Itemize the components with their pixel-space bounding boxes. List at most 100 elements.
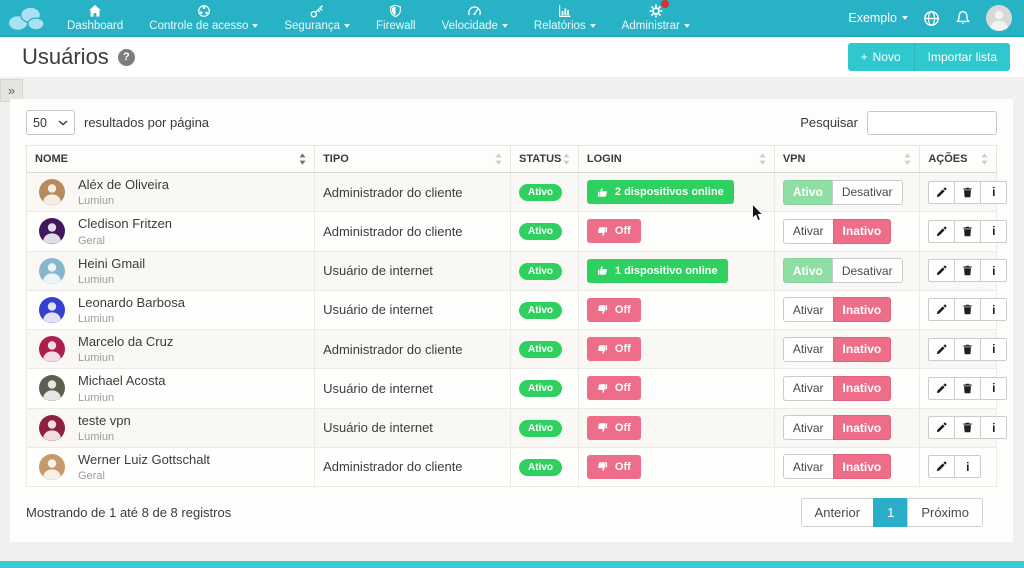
cell-acoes: i: [919, 328, 1008, 370]
user-type: Administrador do cliente: [323, 223, 463, 239]
vpn-on-button[interactable]: Ativar: [782, 336, 834, 362]
search-input[interactable]: [867, 110, 997, 135]
bell-icon[interactable]: [955, 10, 971, 26]
avatar: [39, 179, 65, 206]
info-button[interactable]: i: [980, 376, 1008, 400]
user-group: Geral: [78, 470, 105, 482]
vpn-on-button[interactable]: Ativar: [782, 218, 834, 244]
table-row: Heini Gmail Lumiun Usuário de internet Ativ…: [25, 250, 1008, 291]
login-status-button[interactable]: Off: [586, 415, 641, 440]
help-icon[interactable]: ?: [117, 48, 135, 66]
edit-button[interactable]: [928, 259, 956, 283]
vpn-on-button[interactable]: Ativo: [782, 179, 833, 205]
delete-button[interactable]: [954, 416, 982, 440]
account-menu[interactable]: Exemplo: [848, 11, 908, 25]
thumb-down-icon: [597, 383, 608, 394]
info-button[interactable]: i: [980, 416, 1008, 440]
delete-button[interactable]: [954, 219, 982, 243]
vpn-on-button[interactable]: Ativar: [782, 297, 834, 323]
login-status-button[interactable]: Off: [586, 337, 641, 362]
column-header-status[interactable]: STATUS: [510, 145, 579, 173]
info-button[interactable]: i: [980, 298, 1008, 322]
nav-item-label: Controle de acesso: [149, 20, 259, 32]
nav-item-velocidade[interactable]: Velocidade: [429, 0, 521, 36]
edit-button[interactable]: [928, 219, 956, 243]
delete-button[interactable]: [954, 337, 982, 361]
column-label: LOGIN: [586, 153, 622, 165]
column-header-tipo[interactable]: TIPO: [314, 145, 512, 173]
sort-icon: [981, 153, 988, 165]
login-status-button[interactable]: Off: [586, 454, 641, 479]
column-header-nome[interactable]: NOME: [25, 145, 316, 173]
edit-button[interactable]: [928, 337, 956, 361]
info-button[interactable]: i: [954, 455, 982, 479]
vpn-off-button[interactable]: Inativo: [832, 218, 892, 244]
vpn-on-button[interactable]: Ativar: [782, 454, 834, 480]
vpn-on-button[interactable]: Ativar: [782, 375, 834, 401]
column-header-acoes[interactable]: AÇÕES: [919, 145, 997, 173]
column-label: AÇÕES: [928, 153, 968, 165]
vpn-off-button[interactable]: Inativo: [832, 375, 892, 401]
pagination-next-button[interactable]: Próximo: [907, 498, 983, 527]
info-button[interactable]: i: [980, 180, 1008, 204]
vpn-off-button[interactable]: Inativo: [832, 454, 892, 480]
column-header-login[interactable]: LOGIN: [577, 145, 775, 173]
sort-icon: [759, 153, 766, 165]
vpn-on-button[interactable]: Ativo: [782, 258, 833, 284]
import-list-button[interactable]: Importar lista: [913, 43, 1010, 71]
nav-item-controle-de-acesso[interactable]: Controle de acesso: [136, 0, 271, 36]
info-button[interactable]: i: [980, 337, 1008, 361]
cell-tipo: Administrador do cliente: [314, 446, 512, 488]
edit-button[interactable]: [928, 298, 956, 322]
avatar: [39, 414, 65, 441]
edit-button[interactable]: [928, 376, 956, 400]
cell-tipo: Administrador do cliente: [314, 211, 512, 252]
login-status-button[interactable]: 2 dispositivos online: [586, 180, 734, 205]
column-header-vpn[interactable]: VPN: [773, 145, 921, 173]
edit-button[interactable]: [928, 180, 956, 204]
notification-badge: [660, 0, 669, 8]
edit-button[interactable]: [928, 455, 956, 479]
vpn-on-button[interactable]: Ativar: [782, 415, 834, 441]
nav-item-administrar[interactable]: Administrar: [609, 0, 703, 36]
edit-button[interactable]: [928, 416, 956, 440]
vpn-off-button[interactable]: Inativo: [832, 297, 892, 323]
cell-vpn: Ativar Inativo: [773, 446, 921, 488]
pagination-prev-button[interactable]: Anterior: [800, 498, 875, 527]
info-button[interactable]: i: [980, 219, 1008, 243]
login-status-button[interactable]: Off: [586, 376, 641, 401]
pencil-icon: [936, 422, 947, 433]
vpn-off-button[interactable]: Inativo: [832, 336, 892, 362]
delete-button[interactable]: [954, 298, 982, 322]
login-status-button[interactable]: Off: [586, 297, 641, 322]
vpn-off-button[interactable]: Inativo: [832, 415, 892, 441]
thumb-up-icon: [597, 187, 608, 198]
trash-icon: [962, 265, 973, 276]
vpn-off-button[interactable]: Desativar: [831, 179, 903, 205]
pagination-page-1-button[interactable]: 1: [873, 498, 909, 527]
new-button[interactable]: + Novo: [847, 43, 914, 71]
page-size-select[interactable]: 50: [26, 110, 75, 135]
user-avatar[interactable]: [986, 5, 1012, 31]
delete-button[interactable]: [954, 376, 982, 400]
user-type: Administrador do cliente: [323, 341, 463, 357]
nav-item-relatorios[interactable]: Relatórios: [521, 0, 609, 36]
delete-button[interactable]: [954, 259, 982, 283]
nav-item-firewall[interactable]: Firewall: [363, 0, 429, 36]
shield-icon: [389, 4, 402, 19]
login-status-button[interactable]: Off: [586, 219, 641, 244]
status-badge: Ativo: [519, 419, 563, 437]
app-logo[interactable]: [0, 0, 54, 36]
status-badge: Ativo: [519, 262, 563, 280]
vpn-off-button[interactable]: Desativar: [831, 258, 903, 284]
cell-nome: Aléx de Oliveira Lumiun: [25, 171, 316, 213]
page-size-value: 50: [33, 115, 47, 130]
globe-icon[interactable]: [923, 10, 940, 27]
cell-tipo: Usuário de internet: [314, 289, 512, 331]
cell-nome: Werner Luiz Gottschalt Geral: [25, 446, 316, 488]
nav-item-seguranca[interactable]: Segurança: [271, 0, 363, 36]
delete-button[interactable]: [954, 180, 982, 204]
nav-item-dashboard[interactable]: Dashboard: [54, 0, 136, 36]
info-button[interactable]: i: [980, 259, 1008, 283]
login-status-button[interactable]: 1 dispositivo online: [586, 258, 728, 283]
